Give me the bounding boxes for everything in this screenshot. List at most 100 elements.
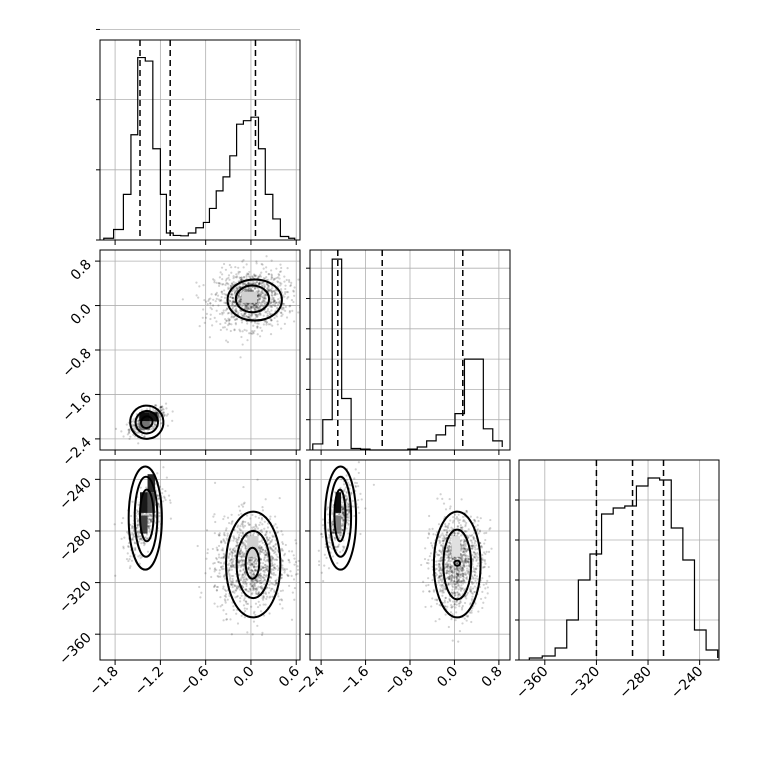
sample-point — [342, 512, 345, 516]
sample-point — [254, 582, 257, 585]
sample-point — [260, 546, 263, 549]
sample-point — [231, 296, 234, 299]
sample-point — [456, 573, 460, 576]
sample-point — [239, 597, 242, 600]
sample-point — [465, 542, 468, 545]
sample-point — [233, 305, 237, 308]
sample-point — [239, 297, 242, 301]
sample-point — [232, 574, 235, 578]
sample-point — [468, 570, 471, 573]
sample-point — [455, 600, 459, 603]
sample-point — [248, 314, 251, 317]
sample-point — [211, 547, 214, 551]
sample-point — [260, 567, 263, 571]
histogram-step — [312, 258, 503, 451]
sample-point — [275, 558, 278, 561]
sample-point — [222, 609, 225, 612]
sample-point — [462, 520, 465, 523]
sample-point — [451, 571, 454, 574]
sample-point — [229, 296, 232, 299]
sample-point — [443, 558, 447, 562]
sample-point — [441, 589, 444, 592]
sample-point — [251, 559, 254, 562]
sample-point — [448, 545, 451, 548]
sample-point — [243, 313, 246, 316]
sample-point — [283, 280, 286, 283]
sample-point — [233, 566, 237, 569]
sample-point — [133, 426, 136, 429]
sample-point — [479, 597, 483, 601]
sample-point — [268, 546, 272, 549]
sample-point — [272, 549, 275, 552]
sample-point — [150, 517, 153, 521]
sample-point — [210, 308, 213, 311]
sample-point — [273, 291, 277, 295]
sample-point — [289, 284, 293, 287]
sample-point — [270, 294, 273, 297]
sample-point — [353, 514, 356, 518]
sample-point — [258, 312, 261, 315]
sample-point — [249, 583, 252, 586]
sample-point — [260, 581, 263, 584]
sample-point — [205, 300, 208, 303]
sample-point — [445, 569, 448, 573]
sample-point — [321, 535, 324, 538]
sample-point — [255, 280, 259, 284]
sample-point — [473, 590, 476, 594]
sample-point — [461, 565, 464, 568]
sample-point — [469, 534, 473, 538]
sample-point — [226, 312, 230, 315]
sample-point — [360, 498, 363, 501]
sample-point — [293, 286, 296, 289]
sample-point — [473, 518, 476, 521]
sample-point — [260, 550, 263, 554]
sample-point — [452, 576, 455, 580]
sample-point — [460, 559, 464, 562]
sample-point — [247, 287, 250, 290]
sample-point — [283, 571, 286, 574]
sample-point — [331, 555, 335, 558]
sample-point — [231, 577, 234, 580]
sample-point — [457, 579, 460, 583]
sample-point — [221, 556, 224, 559]
sample-point — [278, 603, 282, 606]
sample-point — [166, 413, 169, 416]
sample-point — [247, 288, 250, 292]
sample-point — [463, 588, 467, 591]
sample-point — [455, 572, 459, 575]
sample-point — [270, 564, 273, 568]
sample-point — [457, 579, 460, 582]
sample-point — [254, 523, 257, 526]
sample-point — [434, 571, 437, 575]
sample-point — [213, 316, 216, 319]
sample-point — [215, 291, 218, 294]
sample-point — [284, 291, 287, 294]
sample-point — [464, 554, 468, 557]
sample-point — [213, 585, 216, 588]
sample-point — [463, 595, 467, 598]
sample-point — [450, 573, 453, 577]
sample-point — [268, 541, 272, 544]
sample-point — [206, 548, 209, 551]
sample-point — [243, 313, 246, 316]
sample-point — [238, 286, 241, 289]
sample-point — [339, 486, 342, 490]
sample-point — [444, 525, 447, 528]
sample-point — [472, 559, 475, 562]
sample-point — [215, 297, 218, 300]
sample-point — [254, 613, 257, 617]
sample-point — [287, 559, 291, 562]
sample-point — [217, 534, 221, 537]
sample-point — [332, 524, 335, 527]
sample-point — [254, 302, 258, 305]
sample-point — [233, 554, 237, 557]
sample-point — [265, 536, 269, 539]
sample-point — [448, 598, 451, 602]
sample-point — [218, 282, 221, 285]
sample-point — [267, 284, 270, 288]
sample-point — [231, 284, 234, 287]
sample-point — [282, 568, 285, 571]
sample-point — [149, 514, 153, 517]
sample-point — [278, 299, 282, 303]
